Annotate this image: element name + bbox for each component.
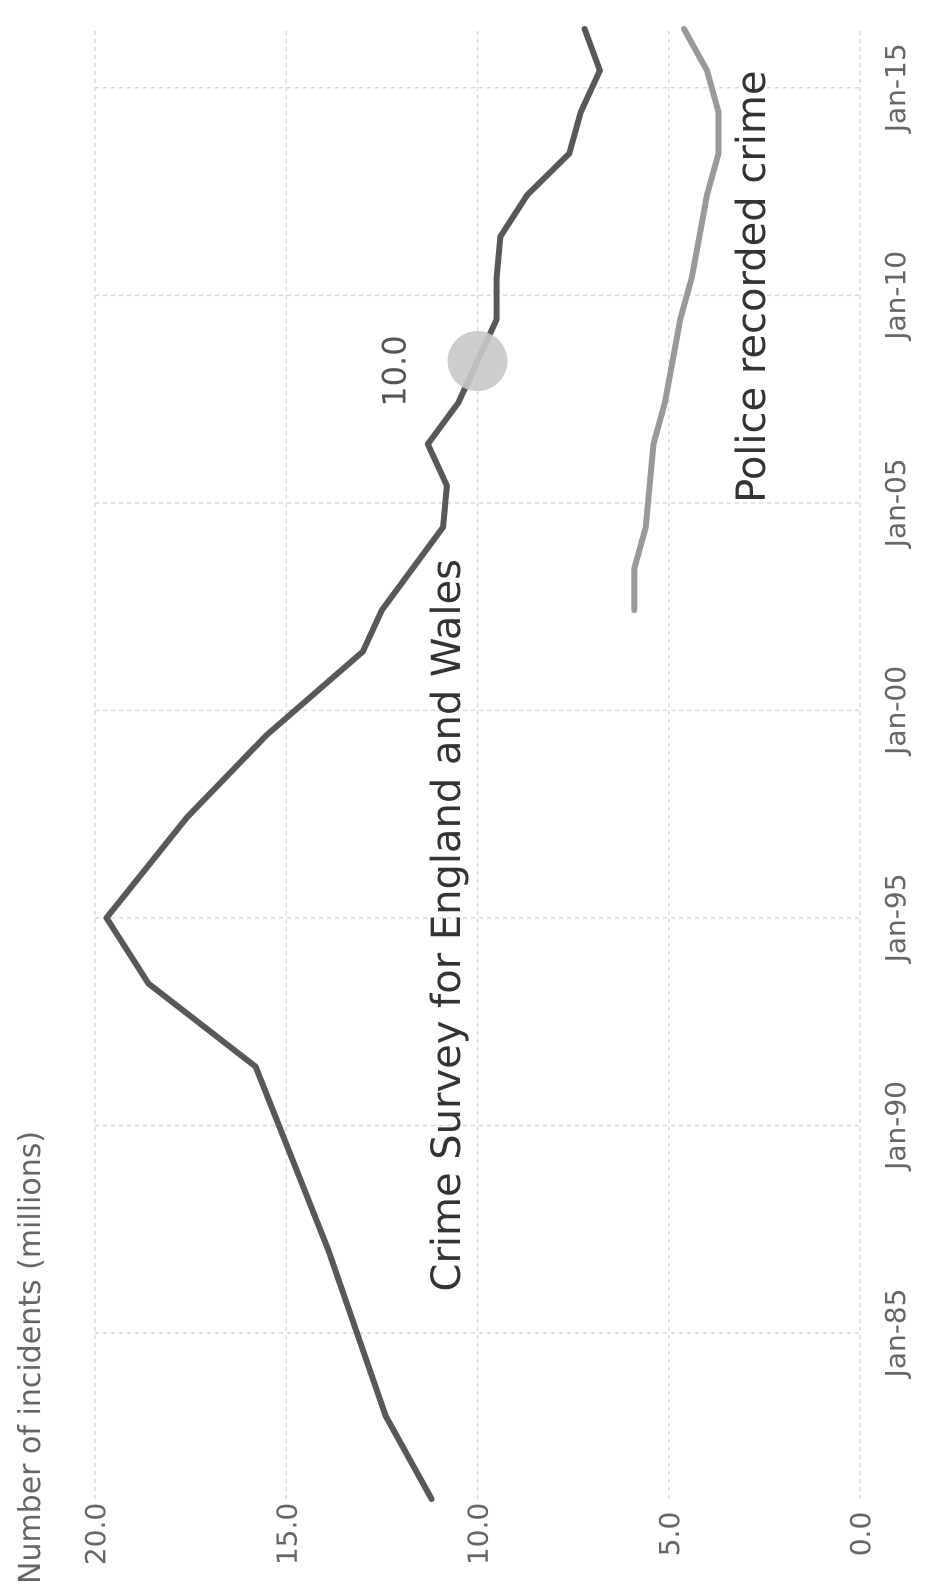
y-tick-label: 5.0 [653,1512,686,1557]
x-tick-label: Jan-95 [879,873,912,964]
series-label-crime-survey: Crime Survey for England and Wales [424,559,470,1291]
x-tick-label: Jan-10 [879,251,912,342]
y-tick-label: 20.0 [79,1503,112,1565]
x-tick-label: Jan-15 [879,43,912,134]
highlight-value-label: 10.0 [376,335,414,406]
x-tick-label: Jan-90 [879,1081,912,1172]
x-tick-label: Jan-85 [879,1289,912,1380]
y-tick-label: 10.0 [462,1503,495,1565]
y-tick-label: 15.0 [270,1503,303,1565]
series-label-police-recorded: Police recorded crime [729,71,775,503]
x-tick-label: Jan-00 [879,666,912,757]
x-tick-label: Jan-05 [879,458,912,549]
y-tick-label: 0.0 [844,1512,877,1557]
y-axis-title: Number of incidents (millions) [13,1131,48,1584]
highlight-marker [448,331,508,391]
